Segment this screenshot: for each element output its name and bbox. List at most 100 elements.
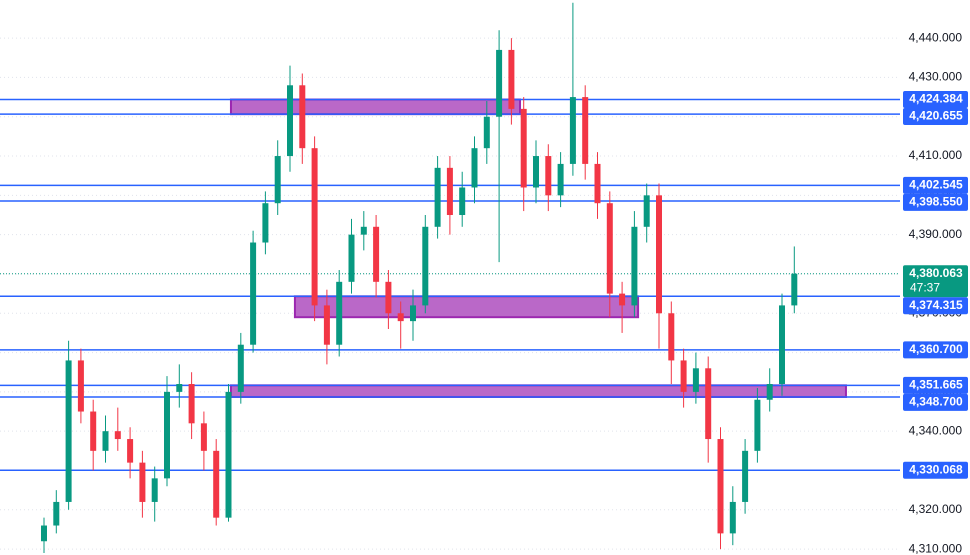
level-label: 4,402.545 xyxy=(909,178,963,192)
candle xyxy=(139,450,146,518)
candle xyxy=(668,301,675,385)
candle xyxy=(533,140,539,204)
level-label-box xyxy=(903,91,968,109)
candle xyxy=(643,183,650,243)
candle-body xyxy=(250,242,257,345)
candle-body xyxy=(471,148,478,188)
candle xyxy=(323,289,330,365)
candle-body xyxy=(41,525,47,542)
y-tick-label: 4,340.000 xyxy=(909,423,963,437)
candle xyxy=(336,270,343,357)
candle xyxy=(717,427,724,550)
candle-body xyxy=(77,360,84,412)
last-price-box xyxy=(903,265,968,298)
candle xyxy=(410,289,416,341)
candle xyxy=(471,136,478,204)
candle-body xyxy=(90,411,97,451)
candle-body xyxy=(299,85,306,149)
last-price-label: 4,380.063 xyxy=(909,266,963,280)
zone xyxy=(293,295,640,319)
candle-body xyxy=(151,478,158,502)
candle xyxy=(102,415,109,463)
candle xyxy=(754,387,761,463)
candle xyxy=(446,156,453,235)
candle xyxy=(225,384,232,522)
candle xyxy=(692,352,699,404)
candle-body xyxy=(287,85,293,157)
level-label: 4,398.550 xyxy=(909,195,963,209)
candle xyxy=(656,183,662,349)
candle xyxy=(200,411,207,471)
candle-body xyxy=(397,313,404,322)
candle xyxy=(459,171,466,227)
candle-body xyxy=(127,439,134,463)
candle xyxy=(188,372,195,440)
candle-body xyxy=(545,156,552,196)
candle-body xyxy=(742,450,749,502)
candle xyxy=(397,301,404,349)
candle-body xyxy=(680,360,687,392)
candle-body xyxy=(410,305,416,322)
candle-body xyxy=(213,450,220,518)
candle xyxy=(680,348,687,408)
level-label-box xyxy=(903,193,968,211)
candle xyxy=(274,140,281,216)
candle-body xyxy=(717,439,724,534)
level-label: 4,330.068 xyxy=(909,462,963,476)
candle xyxy=(65,340,72,510)
candle xyxy=(619,281,626,333)
candle-body xyxy=(262,203,269,243)
candle-body xyxy=(594,163,601,204)
candle-body xyxy=(533,156,539,188)
candle-body xyxy=(65,360,72,502)
candle xyxy=(705,356,712,463)
candle xyxy=(213,439,220,526)
candle-body xyxy=(459,187,466,216)
candle-body xyxy=(225,391,232,518)
candle-body xyxy=(176,384,183,392)
y-tick-label: 4,440.000 xyxy=(909,30,963,44)
candle-body xyxy=(385,281,392,314)
candle xyxy=(520,97,527,212)
candle xyxy=(53,490,60,534)
candle xyxy=(422,215,429,314)
candle xyxy=(176,364,183,408)
y-tick-label: 4,310.000 xyxy=(909,541,963,555)
level-label-box xyxy=(903,108,968,126)
candle-body xyxy=(164,391,170,479)
candle-body xyxy=(766,384,773,400)
candle xyxy=(41,517,47,554)
level-label: 4,424.384 xyxy=(909,92,963,106)
candle-body xyxy=(336,281,343,345)
candle xyxy=(742,439,749,514)
candle xyxy=(594,152,601,219)
candle xyxy=(508,38,515,125)
candle-body xyxy=(619,293,626,306)
candle-body xyxy=(373,226,380,282)
candle xyxy=(483,101,490,164)
candle xyxy=(791,246,798,314)
candle-body xyxy=(779,305,785,385)
level-label: 4,360.700 xyxy=(909,342,963,356)
candle xyxy=(631,211,638,318)
candle-body xyxy=(508,49,515,109)
y-tick-label: 4,320.000 xyxy=(909,502,963,516)
candle-body xyxy=(188,384,195,424)
candle xyxy=(360,211,367,251)
y-tick-label: 4,390.000 xyxy=(909,227,963,241)
candle xyxy=(779,293,785,396)
candle-body xyxy=(139,462,146,502)
candle xyxy=(237,332,244,404)
candle-body xyxy=(606,203,613,294)
candle-body xyxy=(631,226,638,306)
candle-body xyxy=(754,399,761,451)
candle xyxy=(151,466,158,522)
level-label: 4,351.665 xyxy=(909,378,963,392)
candle-body xyxy=(102,431,109,451)
candle-body xyxy=(114,431,121,440)
level-label-box xyxy=(903,297,968,315)
level-label-box xyxy=(903,393,968,411)
y-tick-label: 4,410.000 xyxy=(909,148,963,162)
candle-body xyxy=(496,49,503,117)
candle-body xyxy=(53,501,60,526)
